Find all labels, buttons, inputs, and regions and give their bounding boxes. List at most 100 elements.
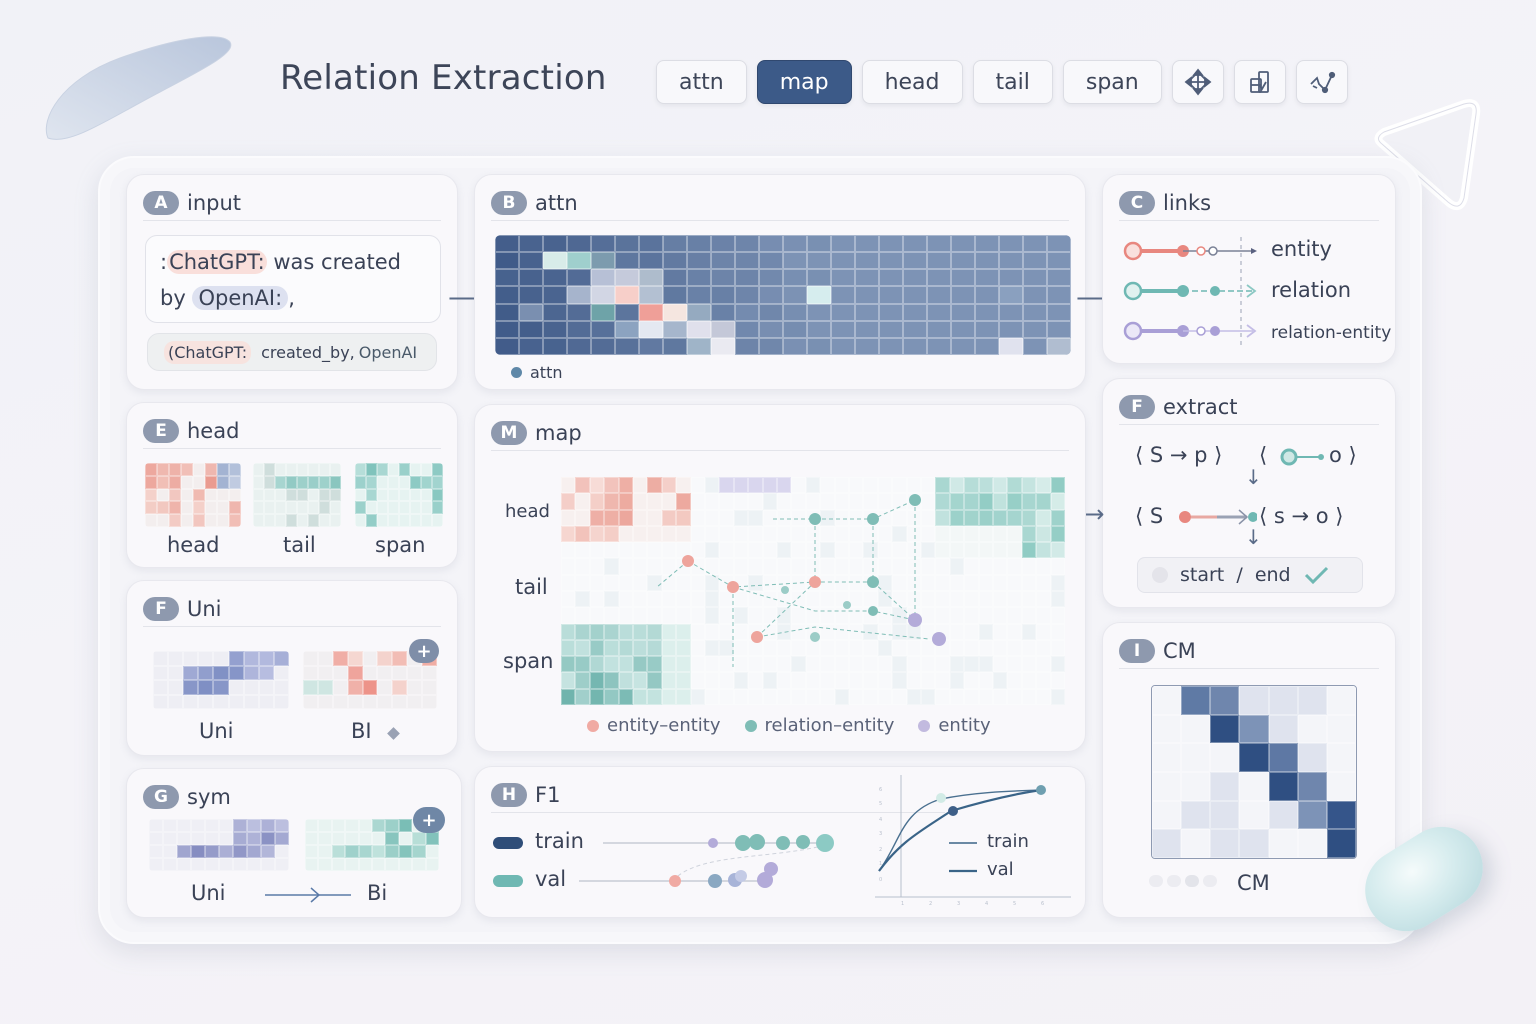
- arrow-right-icon: [265, 887, 351, 903]
- toolbar: attn map head tail span: [656, 60, 1348, 104]
- decorative-triangle-shape: [1374, 99, 1481, 211]
- panel-title: Uni: [187, 596, 222, 621]
- triple-pattern-so: ⟨ s → o ⟩: [1259, 504, 1344, 528]
- sym-uni-thumbnail[interactable]: [149, 819, 289, 871]
- subject-entity-highlight[interactable]: ChatGPT:: [167, 250, 267, 274]
- add-button[interactable]: +: [409, 639, 439, 663]
- triple-pattern-o-open: ⟨: [1259, 443, 1268, 467]
- panel-title: F1: [535, 782, 561, 807]
- input-sentence-box[interactable]: :ChatGPT: was created by OpenAI:,: [145, 235, 441, 323]
- train-swatch: [493, 837, 523, 849]
- panel-badge: E: [143, 418, 179, 443]
- tab-head[interactable]: head: [861, 60, 963, 104]
- link-relation-entity-label: relation-entity: [1271, 323, 1392, 343]
- attention-heatmap[interactable]: [495, 235, 1071, 355]
- legend-dot-icon: [744, 719, 757, 732]
- diamond-icon: [387, 727, 400, 740]
- panel-badge: H: [491, 782, 527, 807]
- sym-to-label: Bi: [367, 881, 388, 905]
- panel-badge: I: [1119, 638, 1155, 663]
- panel-badge: A: [143, 190, 179, 215]
- sym-from-label: Uni: [191, 881, 226, 905]
- panel-title: input: [187, 190, 242, 215]
- tab-map[interactable]: map: [756, 60, 852, 104]
- head-thumbnail[interactable]: [145, 463, 241, 527]
- panel-title: map: [535, 420, 582, 445]
- links-diagram: [1123, 237, 1257, 345]
- sym-bi-thumbnail[interactable]: [305, 819, 439, 871]
- plus-icon: +: [421, 809, 437, 831]
- link-entity-label: entity: [1271, 237, 1332, 261]
- thumb-label-tail: tail: [283, 533, 316, 557]
- attn-legend: attn: [511, 363, 563, 382]
- f1-legend-train: train: [987, 831, 1029, 852]
- check-icon: [1304, 566, 1328, 585]
- node-link-icon: [1280, 448, 1324, 466]
- link-relation-label: relation: [1271, 278, 1352, 302]
- page-title: Relation Extraction: [280, 58, 607, 98]
- uni-thumbnail[interactable]: [153, 651, 289, 709]
- row-label-span: span: [503, 649, 554, 673]
- add-button[interactable]: +: [413, 807, 445, 833]
- tail-thumbnail[interactable]: [253, 463, 341, 527]
- thumb-label-bi: BI: [351, 719, 372, 743]
- svg-text:0: 0: [879, 877, 882, 883]
- panel-badge: F: [1119, 394, 1155, 419]
- triple-pattern-s: ⟨ S: [1135, 504, 1164, 528]
- start-end-status[interactable]: start / end: [1137, 557, 1363, 593]
- series-val-label: val: [535, 867, 567, 891]
- f1-panel: H F1 train val 6 5 4 3 2 1 0 1 2 3 4 5 6 train val: [474, 766, 1086, 918]
- panel-badge: M: [491, 420, 527, 445]
- cm-panel: I CM CM: [1102, 622, 1396, 918]
- thumb-label-span: span: [375, 533, 426, 557]
- svg-text:6: 6: [1041, 901, 1044, 907]
- cm-caption: CM: [1237, 871, 1270, 895]
- map-legend: entity–entity relation–entity entity: [587, 715, 991, 736]
- tab-tail[interactable]: tail: [972, 60, 1053, 104]
- tab-span[interactable]: span: [1062, 60, 1162, 104]
- chart-check-icon: [1249, 71, 1269, 93]
- svg-text:3: 3: [879, 831, 882, 837]
- svg-text:4: 4: [985, 901, 988, 907]
- val-swatch: [493, 875, 523, 887]
- triple-pattern-sp: ⟨ S → p ⟩: [1135, 443, 1223, 467]
- panel-title: CM: [1163, 638, 1196, 663]
- thumb-label-uni: Uni: [199, 719, 234, 743]
- svg-text:5: 5: [879, 801, 882, 807]
- chart-check-button[interactable]: [1233, 60, 1286, 104]
- panel-badge: F: [143, 596, 179, 621]
- legend-dot-icon: [511, 367, 522, 378]
- arrow-down-icon: ↓: [1245, 465, 1262, 489]
- span-thumbnail[interactable]: [355, 463, 443, 527]
- status-dot-icon: [1152, 567, 1168, 583]
- move-icon: [1184, 68, 1212, 96]
- panel-badge: G: [143, 785, 179, 809]
- cm-caption-dots: [1149, 875, 1359, 887]
- tab-attn[interactable]: attn: [656, 60, 747, 104]
- move-button[interactable]: [1171, 60, 1224, 104]
- panel-badge: C: [1119, 190, 1155, 215]
- relation-graph-overlay: [656, 494, 946, 667]
- svg-text:5: 5: [1013, 901, 1016, 907]
- triple-pattern-o: o ⟩: [1329, 443, 1357, 467]
- thumb-label-head: head: [167, 533, 220, 557]
- panel-badge: B: [491, 190, 527, 215]
- graph-link-button[interactable]: [1295, 60, 1348, 104]
- decorative-blade-shape: [45, 36, 232, 140]
- row-label-head: head: [505, 501, 550, 522]
- confusion-matrix[interactable]: [1151, 685, 1357, 859]
- plus-icon: +: [416, 640, 432, 662]
- arrow-down-icon: ↓: [1245, 525, 1262, 549]
- bi-thumbnail[interactable]: [303, 651, 437, 709]
- svg-text:2: 2: [879, 847, 882, 853]
- triple-output-chip: (ChatGPT: created_by, OpenAI: [147, 333, 437, 371]
- f1-progress-tracks: [579, 834, 834, 888]
- object-entity-highlight[interactable]: OpenAI:: [192, 286, 289, 310]
